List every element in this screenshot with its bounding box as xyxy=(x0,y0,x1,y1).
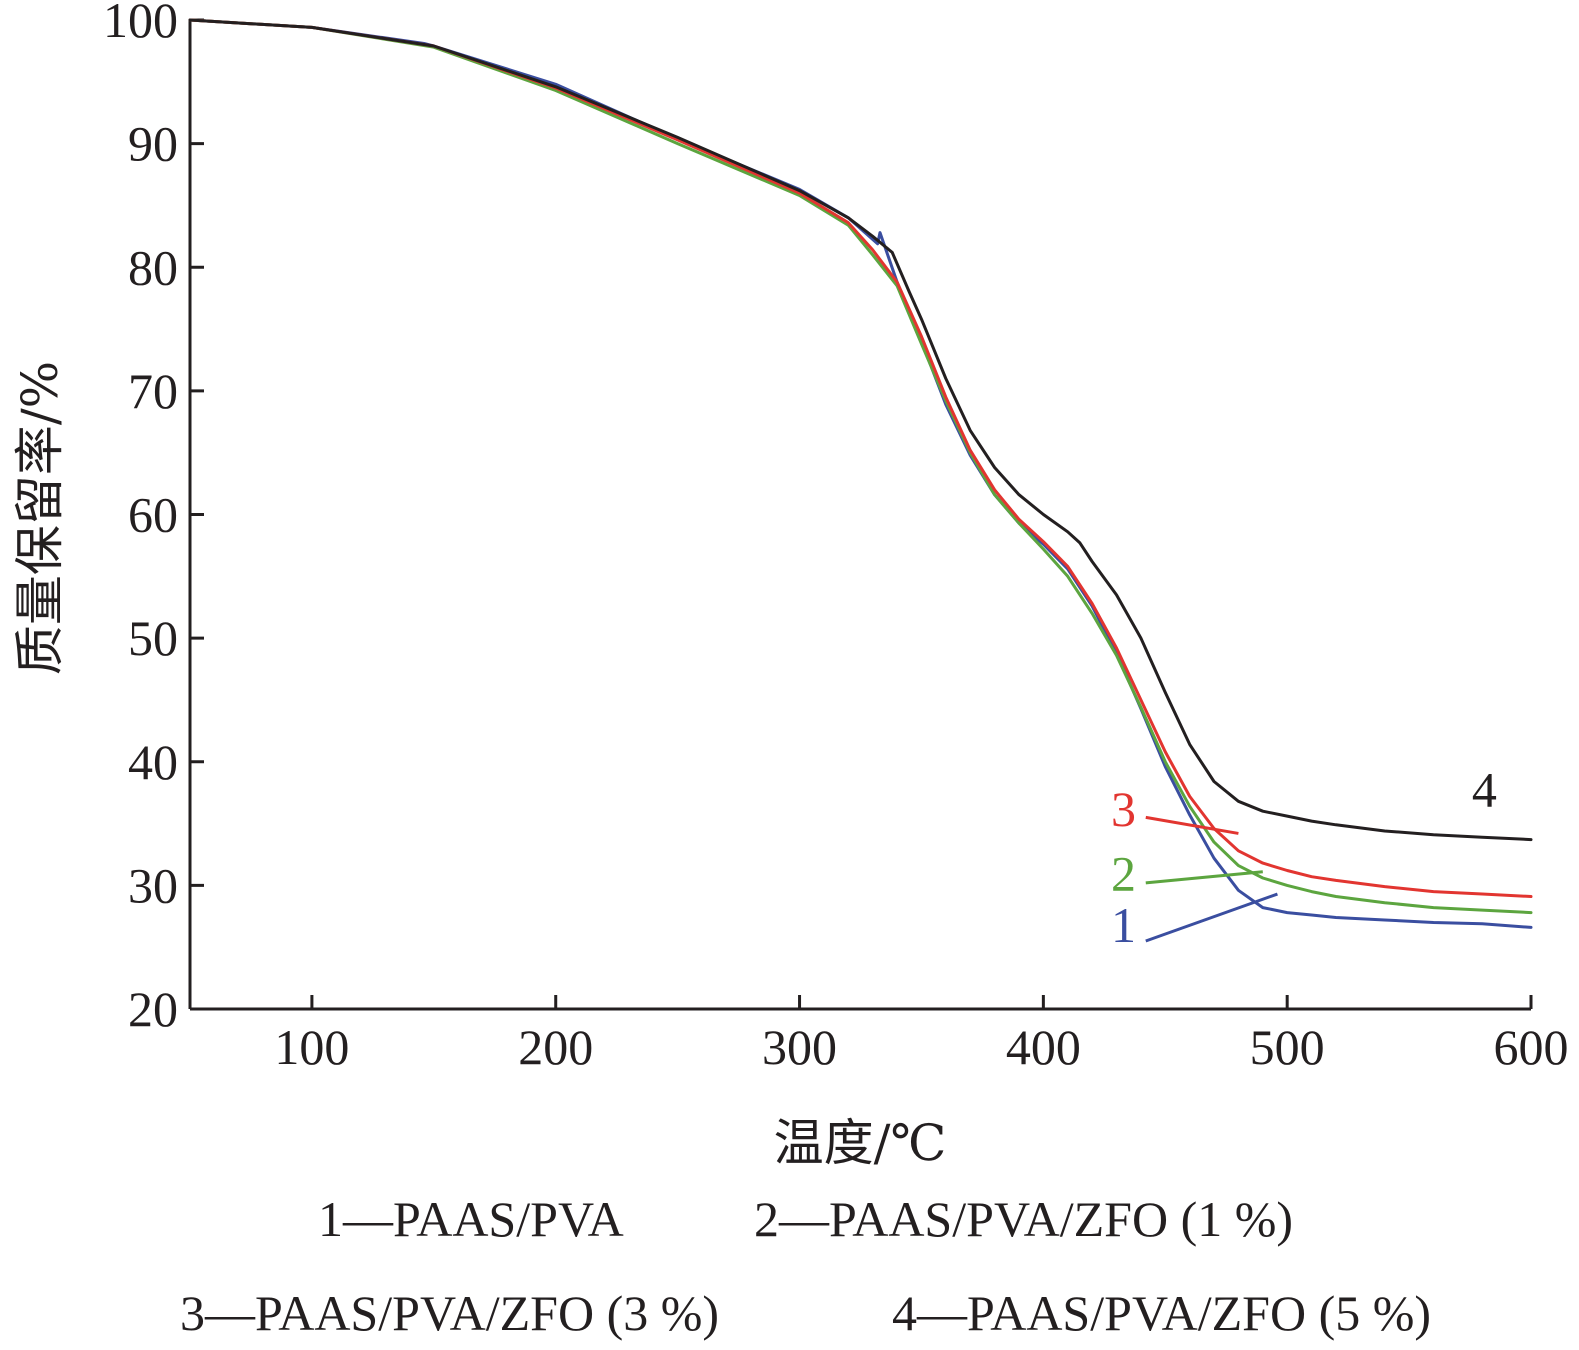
x-tick-label: 400 xyxy=(1006,1019,1081,1075)
y-tick-label: 100 xyxy=(103,0,178,48)
x-ticks: 100 200 300 400 500 600 xyxy=(274,995,1569,1075)
series-line-2 xyxy=(188,18,1533,915)
curve-label-1: 1 xyxy=(1111,897,1136,953)
series-line-3 xyxy=(188,18,1533,898)
series-line-4 xyxy=(188,18,1533,842)
curve-leader-line-3 xyxy=(1145,815,1239,835)
legend: 1—PAAS/PVA 2—PAAS/PVA/ZFO (1 %) 3—PAAS/P… xyxy=(180,1191,1431,1341)
x-tick-label: 300 xyxy=(762,1019,837,1075)
curve-leader-line-1 xyxy=(1145,892,1278,943)
y-tick-label: 40 xyxy=(128,734,178,790)
y-tick-label: 20 xyxy=(128,981,178,1037)
y-tick-label: 30 xyxy=(128,857,178,913)
y-tick-label: 90 xyxy=(128,116,178,172)
plot-frame xyxy=(188,20,1531,1011)
y-tick-label: 80 xyxy=(128,239,178,295)
legend-entry-2: 2—PAAS/PVA/ZFO (1 %) xyxy=(754,1191,1293,1247)
y-axis-title: 质量保留率/% xyxy=(11,361,69,675)
series-line-1 xyxy=(188,18,1533,929)
curve-leader-line-2 xyxy=(1145,870,1263,885)
annotation-layer: 12 3 4 xyxy=(1111,761,1497,953)
y-ticks: 20 30 40 50 60 70 80 90 100 xyxy=(103,0,204,1037)
series-layer xyxy=(188,18,1533,929)
x-tick-label: 500 xyxy=(1250,1019,1325,1075)
x-tick-label: 600 xyxy=(1494,1019,1569,1075)
x-tick-label: 100 xyxy=(274,1019,349,1075)
y-tick-label: 70 xyxy=(128,363,178,419)
x-tick-label: 200 xyxy=(518,1019,593,1075)
curve-label-2: 2 xyxy=(1111,845,1136,901)
legend-entry-4: 4—PAAS/PVA/ZFO (5 %) xyxy=(892,1285,1431,1341)
legend-entry-3: 3—PAAS/PVA/ZFO (3 %) xyxy=(180,1285,719,1341)
legend-entry-1: 1—PAAS/PVA xyxy=(318,1191,624,1247)
curve-label-3: 3 xyxy=(1111,781,1136,837)
x-axis-title: 温度/℃ xyxy=(774,1114,947,1172)
y-tick-label: 50 xyxy=(128,610,178,666)
curve-label-4: 4 xyxy=(1472,761,1497,817)
y-tick-label: 60 xyxy=(128,487,178,543)
